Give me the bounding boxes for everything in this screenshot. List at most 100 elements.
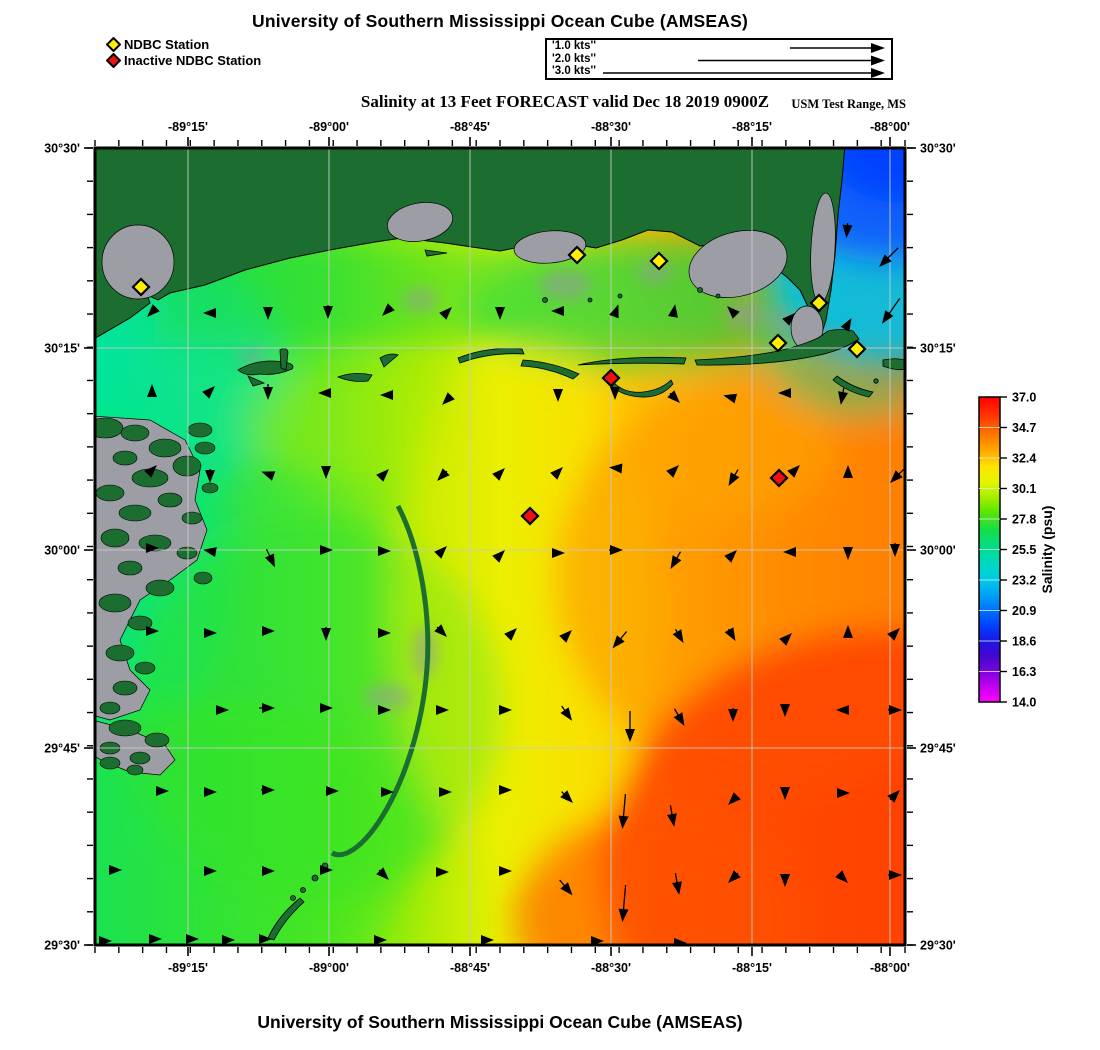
arrow-head xyxy=(321,628,331,641)
inactive-ndbc-station-icon xyxy=(106,52,121,68)
arrow-head xyxy=(724,627,736,642)
arrow-head xyxy=(436,867,449,877)
arrow-head xyxy=(149,934,162,944)
arrow-head xyxy=(144,465,157,478)
arrow-tail xyxy=(622,794,627,819)
arrow-head xyxy=(672,881,682,895)
colorbar-tick-label: 37.0 xyxy=(1012,391,1036,405)
speed-scale-arrows xyxy=(603,43,885,78)
legend-item-active: NDBC Station xyxy=(106,36,261,52)
current-arrow xyxy=(612,631,628,649)
current-arrow xyxy=(492,550,505,563)
current-arrow xyxy=(723,393,738,404)
x-tick-label: -88°15' xyxy=(732,120,772,134)
current-arrow xyxy=(887,790,900,803)
arrow-head xyxy=(838,391,848,405)
current-arrow xyxy=(202,386,215,399)
current-arrow xyxy=(204,866,217,876)
current-arrow xyxy=(320,865,333,875)
arrow-head xyxy=(99,936,112,945)
current-arrow xyxy=(492,468,505,481)
y-tick-label: 29°30' xyxy=(44,939,80,953)
current-arrow xyxy=(437,468,450,481)
current-arrow xyxy=(838,388,848,405)
ndbc-station-icon xyxy=(106,36,121,52)
arrow-head xyxy=(382,303,395,316)
arrow-head xyxy=(203,547,217,557)
current-arrow xyxy=(840,317,852,332)
arrow-head xyxy=(436,705,449,715)
current-arrow xyxy=(147,384,157,397)
current-arrow xyxy=(670,551,682,570)
inactive-ndbc-station-marker xyxy=(520,506,540,526)
ndbc-station-marker xyxy=(131,277,151,297)
arrow-head xyxy=(499,785,512,795)
station-legend: NDBC Station Inactive NDBC Station xyxy=(106,36,261,68)
arrow-head xyxy=(668,304,678,318)
colorbar-tick-label: 32.4 xyxy=(1012,452,1036,466)
arrow-head xyxy=(559,630,572,643)
current-arrow xyxy=(560,705,573,721)
current-arrow xyxy=(609,304,619,319)
arrow-head xyxy=(263,387,273,400)
x-tick-label: -88°30' xyxy=(591,961,631,975)
arrow-head xyxy=(378,628,391,638)
colorbar-tick-label: 18.6 xyxy=(1012,635,1036,649)
x-tick-label: -89°15' xyxy=(168,961,208,975)
legend-label-active: NDBC Station xyxy=(124,36,210,52)
arrow-head xyxy=(724,550,737,563)
arrow-head xyxy=(667,390,680,403)
current-arrow xyxy=(442,392,455,405)
current-arrow xyxy=(890,543,900,557)
x-tick-label: -89°00' xyxy=(309,120,349,134)
arrow-head xyxy=(842,224,853,238)
current-arrow xyxy=(203,308,216,318)
arrow-head xyxy=(481,935,494,945)
arrow-head xyxy=(204,628,217,638)
arrow-head xyxy=(205,470,215,483)
arrow-head xyxy=(378,546,391,556)
current-arrow xyxy=(436,867,449,877)
current-arrow xyxy=(436,705,449,715)
marsh-islands xyxy=(95,417,219,776)
arrow-head xyxy=(262,703,275,713)
current-arrow xyxy=(147,304,160,317)
current-arrow xyxy=(783,547,796,557)
arrow-head xyxy=(147,384,157,397)
region-label: USM Test Range, MS xyxy=(791,97,906,111)
current-arrow xyxy=(216,705,229,715)
arrow-head xyxy=(552,548,565,558)
x-tick-label: -88°30' xyxy=(591,120,631,134)
arrow-head xyxy=(381,787,394,797)
arrow-head xyxy=(780,787,790,800)
arrow-head xyxy=(889,870,902,880)
speed-scale-arrowhead xyxy=(871,55,885,66)
y-tick-label: 29°45' xyxy=(44,742,80,756)
current-arrow xyxy=(843,465,853,478)
current-arrow xyxy=(835,870,848,883)
inactive-ndbc-station-marker xyxy=(769,468,789,488)
arrow-head xyxy=(612,635,625,649)
current-arrow xyxy=(553,389,563,402)
current-arrow xyxy=(674,938,687,945)
arrow-head xyxy=(216,705,229,715)
current-arrow xyxy=(149,934,162,944)
arrow-head xyxy=(156,786,169,796)
current-arrow xyxy=(843,547,853,560)
arrow-head xyxy=(779,633,792,646)
x-tick-label: -88°00' xyxy=(870,961,910,975)
map-interior xyxy=(95,148,905,945)
current-arrow xyxy=(381,787,394,797)
arrow-head xyxy=(320,865,333,875)
current-arrow xyxy=(780,704,790,717)
current-arrow xyxy=(499,705,512,715)
current-vectors xyxy=(99,222,905,945)
arrow-head xyxy=(625,729,635,742)
colorbar-tick-label: 25.5 xyxy=(1012,543,1036,557)
arrow-head xyxy=(609,304,619,319)
arrow-head xyxy=(843,547,853,560)
current-arrow xyxy=(378,546,391,556)
arrow-head xyxy=(560,882,573,896)
current-arrow xyxy=(672,873,682,895)
current-arrow xyxy=(376,469,389,482)
